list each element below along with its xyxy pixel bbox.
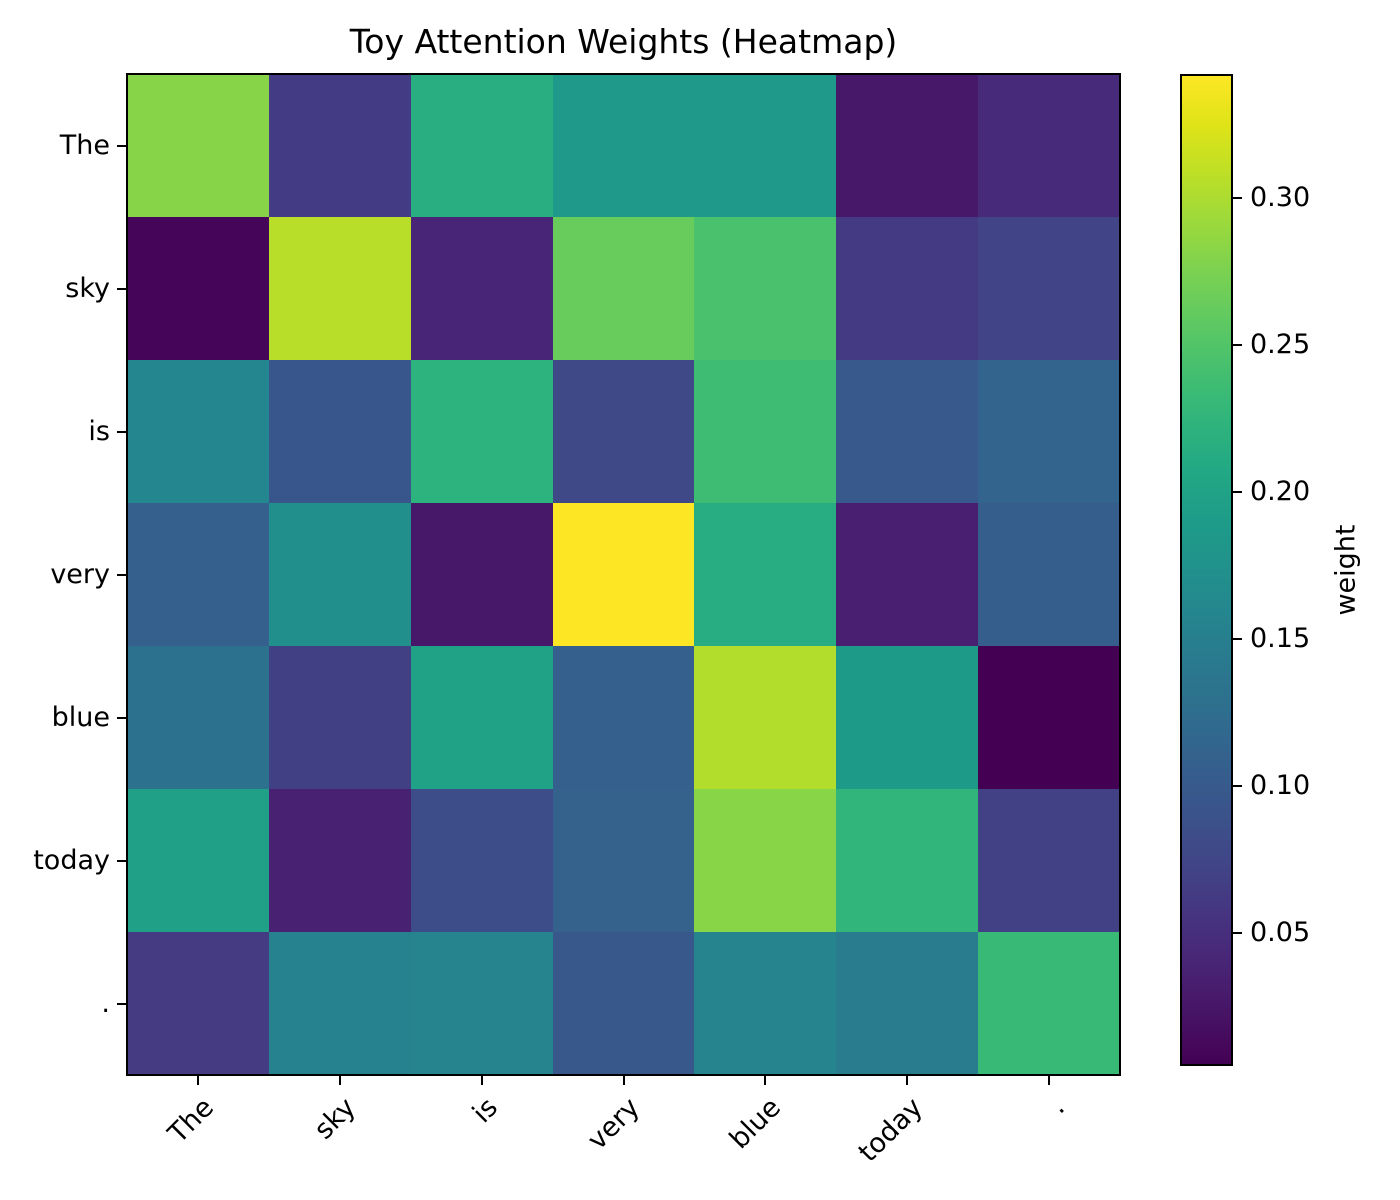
heatmap-cell: [127, 932, 269, 1075]
heatmap-cell: [127, 217, 269, 360]
heatmap-cell: [694, 503, 837, 646]
y-axis-tick: [117, 716, 127, 719]
y-tick-label: The: [59, 129, 110, 161]
colorbar-tick: [1232, 344, 1242, 347]
y-axis-tick: [117, 144, 127, 147]
heatmap-cell: [410, 503, 553, 646]
colorbar-label: weight: [1330, 524, 1362, 616]
heatmap-cell: [410, 217, 553, 360]
heatmap-cell: [978, 789, 1120, 932]
chart-title: Toy Attention Weights (Heatmap): [349, 22, 898, 61]
y-tick-label: very: [50, 558, 110, 590]
heatmap-cell: [694, 789, 837, 932]
heatmap-cell: [552, 360, 695, 503]
colorbar-tick-label: 0.15: [1250, 623, 1311, 655]
heatmap-cell: [694, 646, 837, 789]
colorbar-tick: [1232, 197, 1242, 200]
heatmap-cell: [552, 74, 695, 217]
heatmap-cell: [694, 74, 837, 217]
colorbar-tick-label: 0.20: [1250, 476, 1311, 508]
colorbar-tick: [1232, 491, 1242, 494]
y-axis-tick: [117, 287, 127, 290]
x-axis-tick: [764, 1075, 767, 1085]
colorbar-tick-label: 0.05: [1250, 916, 1311, 948]
heatmap-cell: [978, 503, 1120, 646]
heatmap-cell: [268, 74, 411, 217]
x-tick-label: The: [162, 1092, 220, 1150]
heatmap-cell: [978, 646, 1120, 789]
colorbar-tick: [1232, 784, 1242, 787]
heatmap: [126, 73, 1121, 1076]
heatmap-cell: [127, 646, 269, 789]
heatmap-cell: [127, 503, 269, 646]
heatmap-cell: [552, 646, 695, 789]
y-axis-tick: [117, 1002, 127, 1005]
heatmap-cell: [836, 74, 979, 217]
y-tick-label: is: [88, 415, 110, 447]
x-tick-label: .: [1042, 1092, 1071, 1120]
heatmap-cell: [127, 360, 269, 503]
heatmap-cell: [268, 503, 411, 646]
heatmap-cell: [410, 646, 553, 789]
heatmap-cell: [268, 646, 411, 789]
x-tick-label: blue: [724, 1092, 788, 1156]
y-tick-label: blue: [51, 701, 110, 733]
y-axis-tick: [117, 573, 127, 576]
y-tick-label: today: [33, 844, 110, 876]
heatmap-cell: [410, 932, 553, 1075]
heatmap-cell: [552, 217, 695, 360]
heatmap-cell: [836, 503, 979, 646]
x-tick-label: sky: [308, 1092, 362, 1146]
y-tick-label: sky: [65, 272, 110, 304]
heatmap-cell: [268, 789, 411, 932]
heatmap-cell: [978, 932, 1120, 1075]
x-axis-tick: [196, 1075, 199, 1085]
y-axis-tick: [117, 859, 127, 862]
y-axis-tick: [117, 430, 127, 433]
heatmap-cell: [836, 789, 979, 932]
x-axis-tick: [480, 1075, 483, 1085]
heatmap-cell: [410, 360, 553, 503]
x-axis-tick: [906, 1075, 909, 1085]
heatmap-cell: [552, 932, 695, 1075]
heatmap-cell: [552, 789, 695, 932]
heatmap-cell: [268, 360, 411, 503]
heatmap-cell: [268, 217, 411, 360]
heatmap-cell: [694, 932, 837, 1075]
colorbar-tick-label: 0.30: [1250, 182, 1311, 214]
heatmap-cell: [268, 932, 411, 1075]
heatmap-cell: [978, 74, 1120, 217]
heatmap-cell: [836, 932, 979, 1075]
x-tick-label: very: [581, 1092, 646, 1157]
heatmap-cell: [978, 217, 1120, 360]
heatmap-cell: [127, 74, 269, 217]
colorbar: [1180, 74, 1233, 1066]
heatmap-cell: [410, 74, 553, 217]
colorbar-tick-label: 0.10: [1250, 769, 1311, 801]
heatmap-cell: [694, 360, 837, 503]
heatmap-cell: [836, 646, 979, 789]
heatmap-cell: [127, 789, 269, 932]
x-tick-label: is: [466, 1092, 504, 1130]
colorbar-tick: [1232, 638, 1242, 641]
colorbar-tick-label: 0.25: [1250, 329, 1311, 361]
x-axis-tick: [622, 1075, 625, 1085]
x-axis-tick: [338, 1075, 341, 1085]
heatmap-cell: [694, 217, 837, 360]
x-tick-label: today: [852, 1092, 930, 1169]
heatmap-cell: [410, 789, 553, 932]
y-tick-label: .: [101, 987, 110, 1019]
heatmap-cell: [836, 217, 979, 360]
colorbar-tick: [1232, 931, 1242, 934]
heatmap-cell: [978, 360, 1120, 503]
heatmap-cell: [552, 503, 695, 646]
x-axis-tick: [1048, 1075, 1051, 1085]
heatmap-cell: [836, 360, 979, 503]
